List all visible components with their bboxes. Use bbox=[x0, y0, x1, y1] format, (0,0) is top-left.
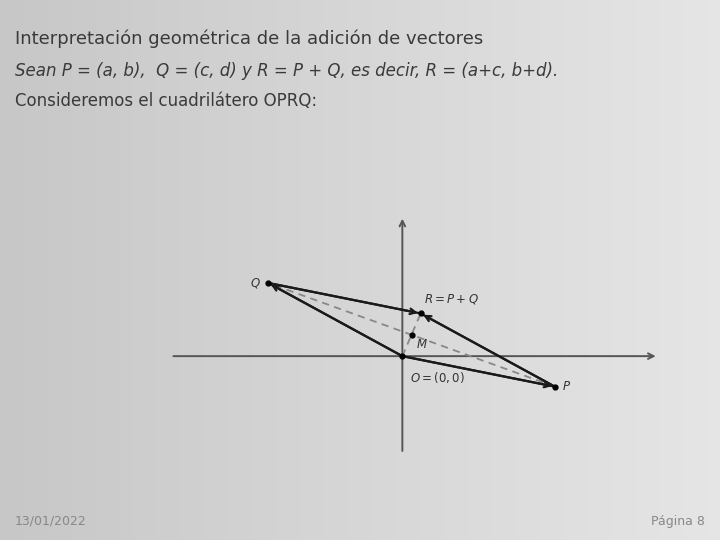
Bar bbox=[492, 0, 504, 540]
Bar bbox=[156, 0, 168, 540]
Bar bbox=[396, 0, 408, 540]
Text: 13/01/2022: 13/01/2022 bbox=[15, 515, 86, 528]
Bar bbox=[612, 0, 624, 540]
Bar bbox=[564, 0, 576, 540]
Bar bbox=[408, 0, 420, 540]
Bar bbox=[456, 0, 468, 540]
Bar bbox=[696, 0, 708, 540]
Bar bbox=[288, 0, 300, 540]
Bar bbox=[36, 0, 48, 540]
Bar bbox=[348, 0, 360, 540]
Bar bbox=[372, 0, 384, 540]
Bar bbox=[480, 0, 492, 540]
Text: $P$: $P$ bbox=[562, 380, 571, 393]
Bar bbox=[72, 0, 84, 540]
Bar bbox=[324, 0, 336, 540]
Bar bbox=[588, 0, 600, 540]
Bar bbox=[12, 0, 24, 540]
Bar bbox=[96, 0, 108, 540]
Bar bbox=[120, 0, 132, 540]
Text: $Q$: $Q$ bbox=[250, 276, 261, 290]
Text: Página 8: Página 8 bbox=[651, 515, 705, 528]
Bar bbox=[384, 0, 396, 540]
Bar bbox=[648, 0, 660, 540]
Bar bbox=[360, 0, 372, 540]
Bar bbox=[300, 0, 312, 540]
Bar bbox=[60, 0, 72, 540]
Bar bbox=[276, 0, 288, 540]
Bar bbox=[420, 0, 432, 540]
Bar bbox=[204, 0, 216, 540]
Bar bbox=[552, 0, 564, 540]
Bar bbox=[636, 0, 648, 540]
Bar bbox=[180, 0, 192, 540]
Bar bbox=[192, 0, 204, 540]
Bar bbox=[336, 0, 348, 540]
Bar bbox=[528, 0, 540, 540]
Bar bbox=[540, 0, 552, 540]
Bar bbox=[216, 0, 228, 540]
Text: Consideremos el cuadrilátero OPRQ:: Consideremos el cuadrilátero OPRQ: bbox=[15, 92, 317, 110]
Bar bbox=[228, 0, 240, 540]
Bar bbox=[600, 0, 612, 540]
Bar bbox=[516, 0, 528, 540]
Bar bbox=[576, 0, 588, 540]
Bar bbox=[432, 0, 444, 540]
Bar bbox=[264, 0, 276, 540]
Bar bbox=[84, 0, 96, 540]
Text: $O = (0, 0)$: $O = (0, 0)$ bbox=[410, 369, 464, 384]
Bar bbox=[624, 0, 636, 540]
Bar bbox=[468, 0, 480, 540]
Bar bbox=[672, 0, 684, 540]
Text: $R = P + Q$: $R = P + Q$ bbox=[423, 292, 479, 306]
Bar bbox=[660, 0, 672, 540]
Bar bbox=[504, 0, 516, 540]
Bar bbox=[240, 0, 252, 540]
Bar bbox=[684, 0, 696, 540]
Bar bbox=[108, 0, 120, 540]
Bar bbox=[708, 0, 720, 540]
Bar bbox=[444, 0, 456, 540]
Bar bbox=[144, 0, 156, 540]
Bar bbox=[24, 0, 36, 540]
Bar bbox=[312, 0, 324, 540]
Bar bbox=[168, 0, 180, 540]
Bar bbox=[0, 0, 12, 540]
Bar bbox=[48, 0, 60, 540]
Bar bbox=[132, 0, 144, 540]
Text: Interpretación geométrica de la adición de vectores: Interpretación geométrica de la adición … bbox=[15, 30, 483, 49]
Text: $M$: $M$ bbox=[416, 338, 428, 351]
Text: Sean P = (a, b),  Q = (c, d) y R = P + Q, es decir, R = (a+c, b+d).: Sean P = (a, b), Q = (c, d) y R = P + Q,… bbox=[15, 62, 558, 80]
Bar bbox=[252, 0, 264, 540]
